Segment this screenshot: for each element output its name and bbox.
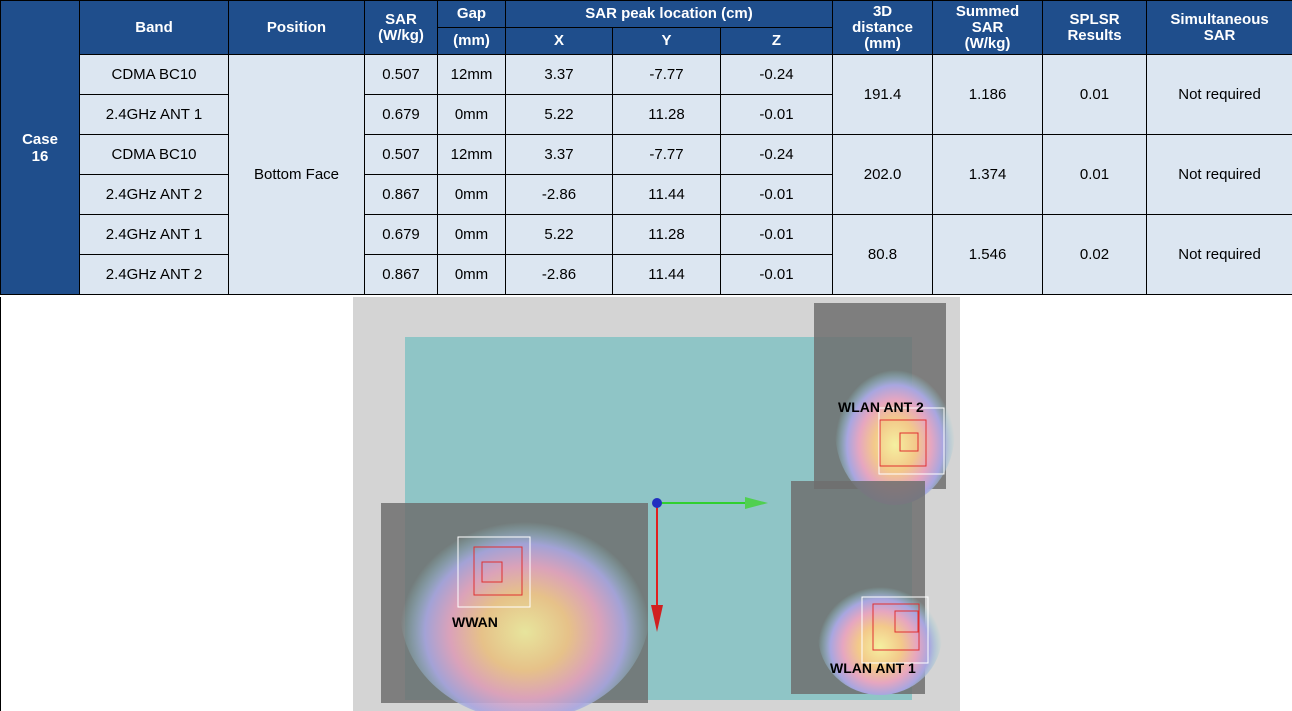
header-cell: SAR (W/kg) [364, 0, 438, 55]
table-cell: -7.77 [612, 54, 721, 95]
table-cell: 0.867 [364, 174, 438, 215]
case-cell: Case 16 [0, 0, 80, 295]
cell-text: SAR [971, 18, 1004, 36]
header-cell: X [505, 27, 613, 55]
header-cell: Summed SAR (W/kg) [932, 0, 1044, 55]
cell-text: (mm) [864, 34, 901, 52]
cell-text: Summed [955, 2, 1020, 20]
figure-label: WLAN ANT 2 [838, 399, 924, 415]
table-cell: -0.01 [719, 254, 834, 295]
sar-table: Case 16 Band Position SAR (W/kg) Gap SAR peak l… [0, 0, 1292, 295]
wwan-heat [400, 500, 650, 711]
table-row: Case 16 Band Position SAR (W/kg) Gap SAR peak l… [0, 0, 1292, 295]
cell-text: Simultaneous [1170, 10, 1269, 28]
table-cell: 5.22 [505, 94, 613, 135]
cell-text: 16 [31, 147, 49, 165]
cell-text: Case [22, 130, 58, 148]
table-row: 2.4GHz ANT 1 0.679 0mm 5.22 11.28 -0.01 [1, 94, 1292, 135]
header-cell: 3D distance (mm) [832, 0, 934, 55]
table-cell: 2.4GHz ANT 1 [79, 94, 229, 135]
table-cell: 2.4GHz ANT 1 [79, 214, 229, 255]
ant1-heat [818, 575, 942, 695]
table-cell: -0.24 [719, 134, 834, 175]
table-cell: 0.02 [1042, 214, 1148, 295]
table-cell: Not required [1146, 134, 1292, 215]
table-cell: 0mm [437, 254, 506, 295]
table-cell: 2.4GHz ANT 2 [79, 254, 229, 295]
table-cell: 11.44 [612, 174, 721, 215]
table-cell: 0mm [437, 214, 506, 255]
header-cell: Simultaneous SAR [1146, 0, 1292, 55]
table-cell: 12mm [437, 54, 506, 95]
header-cell: Band [79, 0, 229, 55]
table-cell: -0.24 [719, 54, 834, 95]
ant2-heat [835, 355, 955, 505]
table-cell: Not required [1146, 54, 1292, 135]
header-cell: Position [228, 0, 365, 55]
table-cell: 11.44 [612, 254, 721, 295]
header-cell: Gap [437, 0, 506, 28]
table-cell: -7.77 [612, 134, 721, 175]
table-cell: 3.37 [505, 54, 613, 95]
table-cell: 0.507 [364, 54, 438, 95]
table-cell: 191.4 [832, 54, 934, 135]
table-cell: 1.186 [932, 54, 1044, 135]
table-cell: CDMA BC10 [79, 54, 229, 95]
figure-label: WLAN ANT 1 [830, 660, 916, 676]
table-cell: 3.37 [505, 134, 613, 175]
table-cell: 0.679 [364, 214, 438, 255]
table-row: CDMA BC10 Bottom Face 0.507 12mm 3.37 -7.77 -0… [1, 54, 1292, 295]
table-cell: 0mm [437, 174, 506, 215]
table-cell: 1.546 [932, 214, 1044, 295]
table-cell: -0.01 [719, 94, 834, 135]
table-cell: 0.01 [1042, 134, 1148, 215]
scan-boxes [457, 407, 945, 664]
table-cell: -0.01 [719, 174, 834, 215]
cell-text: SAR [385, 10, 417, 28]
header-cell: SPLSR Results [1042, 0, 1148, 55]
figure-label: WWAN [452, 614, 498, 630]
header-cell: (mm) [437, 27, 506, 55]
table-row: 2.4GHz ANT 2 0.867 0mm -2.86 11.44 -0.01 [1, 254, 1292, 295]
position-cell: Bottom Face [228, 54, 365, 295]
table-cell: -0.01 [719, 214, 834, 255]
cell-text: Results [1067, 26, 1122, 44]
cell-text: SPLSR [1069, 10, 1120, 28]
table-cell: 0.01 [1042, 54, 1148, 135]
table-row: CDMA BC10 0.507 12mm 3.37 -7.77 -0.24 202.0 1.3… [1, 134, 1292, 215]
table-cell: 11.28 [612, 94, 721, 135]
table-cell: -2.86 [505, 254, 613, 295]
table-cell: 80.8 [832, 214, 934, 295]
table-cell: 12mm [437, 134, 506, 175]
origin [652, 498, 662, 508]
cell-text: 3D [872, 2, 893, 20]
y-arrow-head [651, 605, 663, 632]
border-line [0, 297, 1, 711]
table-cell: -2.86 [505, 174, 613, 215]
table-cell: 0.507 [364, 134, 438, 175]
table-row: 2.4GHz ANT 2 0.867 0mm -2.86 11.44 -0.01 [1, 174, 1292, 215]
table-row: 2.4GHz ANT 1 0.679 0mm 5.22 11.28 -0.01 80.8 1.… [1, 214, 1292, 295]
cell-text: (W/kg) [964, 34, 1011, 52]
cell-text: distance [852, 18, 913, 36]
table-cell: Not required [1146, 214, 1292, 295]
x-arrow-head [745, 497, 768, 509]
cell-text: (W/kg) [378, 26, 424, 44]
table-cell: 1.374 [932, 134, 1044, 215]
table-cell: CDMA BC10 [79, 134, 229, 175]
cell-text: SAR [1203, 26, 1236, 44]
header-cell: SAR peak location (cm) [504, 0, 834, 28]
table-cell: 5.22 [505, 214, 613, 255]
